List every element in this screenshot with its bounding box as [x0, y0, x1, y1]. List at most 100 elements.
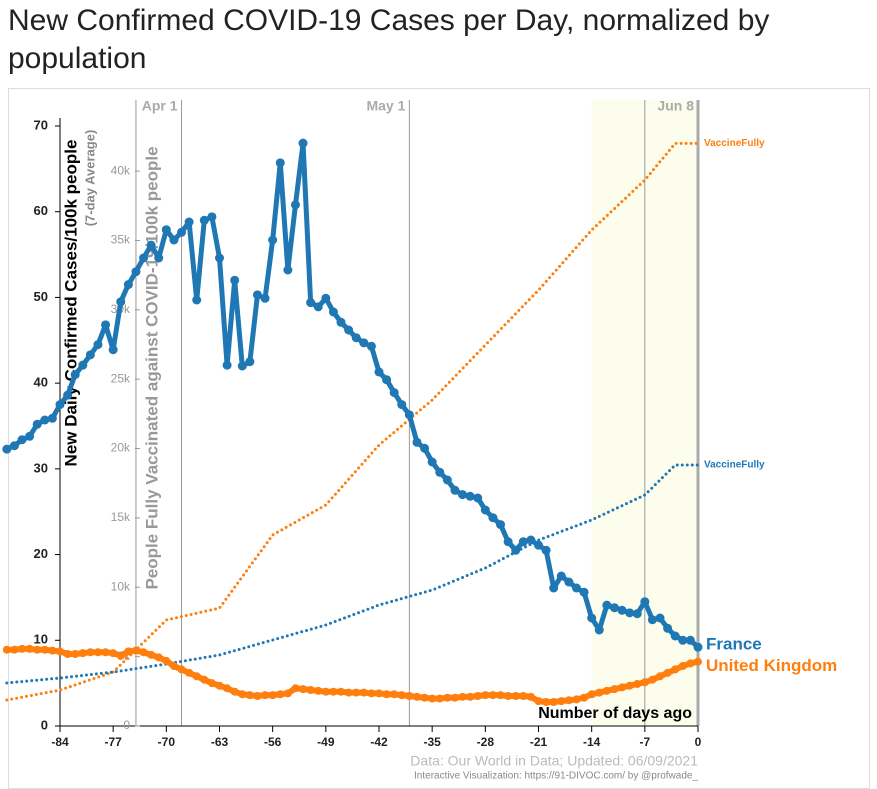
series-point: [223, 684, 232, 693]
series-point: [549, 698, 558, 706]
marker-label: Jun 8: [657, 98, 694, 114]
series-point: [564, 577, 574, 587]
series-point: [283, 689, 292, 698]
series-point: [48, 646, 57, 655]
x-tick-label: -42: [370, 735, 388, 749]
series-point: [199, 215, 209, 225]
series-point: [594, 625, 604, 635]
series-point: [496, 691, 505, 700]
series-point: [526, 692, 535, 701]
y-tick-label: 60: [34, 203, 48, 218]
chart-title: population: [8, 42, 146, 75]
series-point: [519, 692, 528, 700]
series-point: [184, 217, 194, 227]
series-point: [185, 668, 194, 677]
series-point: [215, 681, 224, 690]
series-point: [268, 235, 278, 245]
y-tick-label: 0: [41, 717, 48, 732]
series-point: [55, 400, 65, 410]
series-point: [420, 693, 429, 702]
series-point: [116, 651, 125, 660]
series-point: [435, 467, 445, 477]
series-point: [344, 688, 353, 697]
y2-tick-label: 25k: [111, 371, 131, 385]
series-point: [359, 338, 369, 348]
series-point: [253, 692, 262, 700]
series-point: [10, 645, 19, 654]
series-point: [670, 631, 680, 641]
series-point: [101, 648, 110, 657]
series-point: [632, 609, 642, 619]
series-point: [2, 444, 12, 454]
series-point: [465, 491, 475, 501]
series-point: [162, 656, 171, 665]
credit: Interactive Visualization: https://91-DI…: [414, 771, 698, 782]
series-point: [625, 608, 635, 618]
series-label: United Kingdom: [706, 656, 837, 675]
series-point: [306, 298, 316, 308]
series-point: [625, 681, 634, 690]
series-point: [40, 645, 49, 654]
series-point: [276, 690, 285, 699]
series-point: [488, 691, 497, 700]
series-point: [32, 419, 42, 429]
series-point: [344, 325, 354, 335]
series-point: [139, 253, 149, 263]
series-point: [351, 333, 361, 343]
series-point: [291, 684, 300, 693]
series-point: [18, 644, 27, 653]
series-point: [442, 475, 452, 485]
series-point: [595, 688, 604, 697]
series-point: [428, 694, 437, 703]
series-point: [161, 225, 171, 235]
series-point: [526, 535, 536, 545]
x-tick-label: -7: [639, 735, 650, 749]
chart-frame: [8, 88, 870, 789]
series-point: [571, 583, 581, 593]
series-point: [587, 613, 597, 623]
series-point: [17, 435, 27, 445]
series-point: [70, 370, 80, 380]
series-point: [154, 253, 164, 263]
series-point: [663, 623, 673, 633]
series-point: [557, 697, 566, 706]
series-point: [427, 457, 437, 467]
series-point: [71, 650, 80, 658]
series-point: [154, 653, 163, 662]
series-point: [420, 443, 430, 453]
y-tick-label: 70: [34, 117, 48, 132]
series-point: [268, 691, 277, 700]
series-point: [648, 675, 657, 684]
series-point: [534, 540, 543, 550]
series-point: [298, 138, 308, 148]
y2-axis-label: People Fully Vaccinated against COVID-19…: [142, 146, 161, 589]
series-point: [473, 692, 482, 700]
series-point: [671, 665, 680, 674]
series-point: [131, 267, 141, 277]
series-point: [359, 688, 368, 697]
series-point: [93, 340, 103, 350]
series-point: [397, 400, 407, 410]
series-point: [404, 410, 414, 420]
series-point: [93, 648, 102, 657]
series-point: [306, 686, 315, 694]
x-tick-label: -35: [423, 735, 441, 749]
y2-tick-label: 40k: [111, 163, 131, 177]
series-point: [237, 361, 247, 371]
series-point: [694, 657, 702, 666]
x-tick-label: -21: [530, 735, 548, 749]
series-point: [663, 668, 672, 677]
series-point: [200, 675, 209, 684]
series-point: [367, 689, 376, 698]
series-point: [123, 280, 133, 290]
series-point: [511, 692, 520, 700]
series-point: [693, 642, 703, 652]
series-point: [207, 679, 216, 688]
series-point: [260, 293, 270, 303]
series-point: [450, 693, 459, 702]
series-point: [78, 360, 88, 370]
series-point: [283, 265, 293, 275]
y-tick-label: 10: [34, 632, 48, 647]
series-point: [40, 415, 50, 425]
